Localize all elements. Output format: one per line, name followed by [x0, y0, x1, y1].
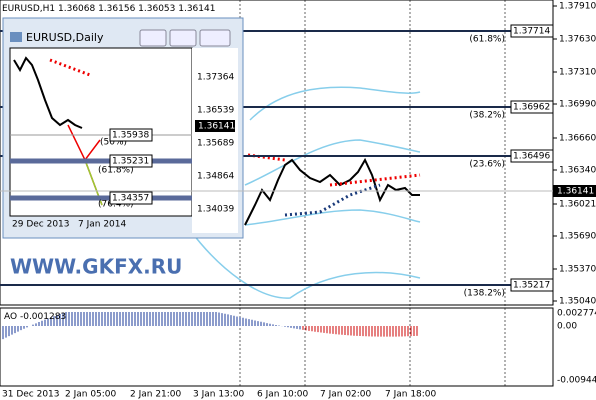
bollinger-bands	[189, 86, 421, 299]
price-candles	[244, 157, 420, 226]
indicator-area	[0, 307, 554, 387]
price-label: 1.37310	[559, 68, 596, 78]
inset-price-label: 1.37364	[197, 73, 234, 83]
inset-price-label: 1.34864	[197, 172, 234, 182]
fib-label: (61.8%)	[469, 35, 505, 45]
time-label: 2 Jan 21:00	[130, 390, 182, 400]
price-label: 1.36660	[559, 134, 596, 144]
inset-current-price: 1.36141	[198, 122, 235, 132]
inset-date: 7 Jan 2014	[78, 220, 126, 230]
fib-label: (23.6%)	[469, 160, 505, 170]
close-button[interactable]	[199, 29, 231, 47]
fib-price-box	[510, 100, 554, 114]
price-label: 1.37910	[559, 2, 596, 12]
inset-current-box	[195, 120, 235, 132]
time-label: 2 Jan 05:00	[65, 390, 117, 400]
time-label: 3 Jan 13:00	[193, 390, 245, 400]
inset-price-label: 1.36539	[197, 106, 234, 116]
inset-level-box	[109, 154, 153, 168]
current-price-box	[553, 185, 596, 197]
watermark: WWW.GKFX.RU	[10, 255, 182, 279]
price-label: 1.37630	[559, 35, 596, 45]
inset-level-price: 1.35231	[112, 157, 149, 167]
inset-candles	[13, 56, 83, 129]
time-label: 31 Dec 2013	[2, 390, 60, 400]
fib-label: (138.2%)	[464, 289, 505, 299]
time-label: 7 Jan 02:00	[320, 390, 372, 400]
symbol-header: EURUSD,H1 1.36068 1.36156 1.36053 1.3614…	[2, 4, 215, 14]
fib-price-box	[510, 24, 554, 38]
fib-price: 1.35217	[513, 281, 550, 291]
fib-label: (38.2%)	[469, 111, 505, 121]
inset-level-box	[109, 191, 153, 205]
parabolic-sar-blue	[284, 183, 381, 217]
inset-level-price: 1.35938	[112, 131, 149, 141]
indicator-name: AO	[4, 312, 17, 322]
fib-price: 1.37714	[513, 27, 550, 37]
price-label: 1.35690	[559, 232, 596, 242]
price-label: 1.35370	[559, 265, 596, 275]
price-label: 1.36990	[559, 100, 596, 110]
fib-price-box	[510, 278, 554, 292]
inset-price-label: 1.34039	[197, 205, 234, 215]
current-price: 1.36141	[557, 187, 594, 197]
ao-histogram	[2, 312, 418, 340]
price-label: 1.35040	[559, 297, 596, 307]
fib-price: 1.36496	[513, 152, 550, 162]
price-label: 1.36021	[559, 200, 596, 210]
time-label: 6 Jan 10:00	[257, 390, 309, 400]
inset-level-price: 1.34357	[112, 194, 149, 204]
ohlc: 1.36068 1.36156 1.36053 1.36141	[58, 4, 215, 14]
indicator-header: AO -0.001283	[4, 312, 66, 322]
fib-price: 1.36962	[513, 103, 550, 113]
inset-chart-area	[9, 47, 193, 217]
inset-price-axis	[192, 48, 238, 233]
ao-axis-label: -0.009442	[557, 376, 596, 386]
maximize-button[interactable]	[169, 29, 197, 47]
ao-axis-label: 0.002774	[557, 309, 596, 319]
inset-title: EURUSD,Daily	[26, 31, 104, 44]
inset-icon	[10, 32, 22, 42]
minimize-button[interactable]	[139, 29, 167, 47]
indicator-value: -0.001283	[20, 312, 66, 322]
ao-axis-label: 0.00	[557, 322, 577, 332]
inset-level-label: (50%)	[100, 138, 127, 148]
symbol: EURUSD,H1	[2, 4, 55, 14]
inset-level-box	[109, 128, 153, 142]
inset-sar	[49, 58, 91, 77]
inset-date: 29 Dec 2013	[12, 220, 70, 230]
inset-window: EURUSD,Daily 1.37364 1.36539 1.35689 1.3486…	[2, 17, 244, 239]
inset-price-label: 1.35689	[197, 139, 234, 149]
fib-price-box	[510, 149, 554, 163]
time-label: 7 Jan 18:00	[385, 390, 437, 400]
price-label: 1.36340	[559, 166, 596, 176]
inset-level-label: (61.8%)	[98, 166, 134, 176]
